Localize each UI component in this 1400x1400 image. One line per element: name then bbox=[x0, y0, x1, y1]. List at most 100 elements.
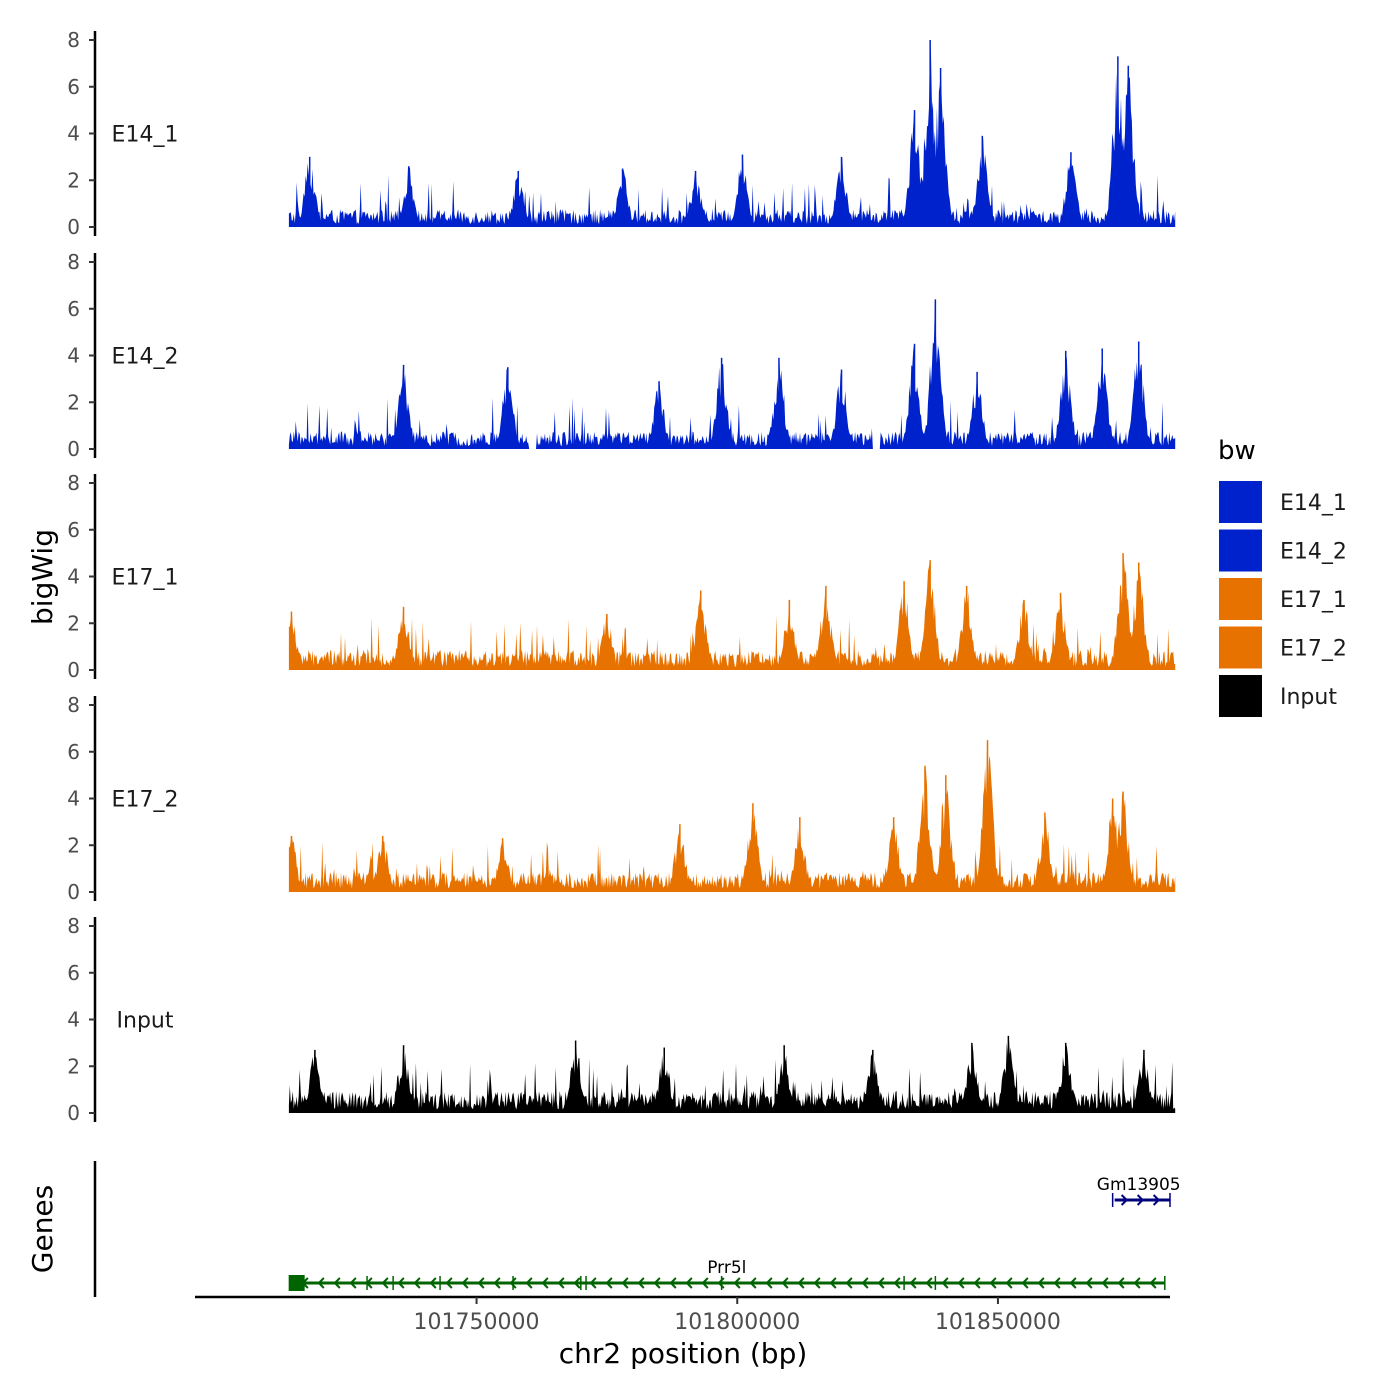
y-tick-label: 0 bbox=[67, 215, 80, 239]
strand-arrow bbox=[429, 1277, 437, 1289]
strand-arrow bbox=[573, 1277, 581, 1289]
y-tick-label: 2 bbox=[67, 390, 80, 414]
strand-arrow bbox=[1149, 1277, 1157, 1289]
gene-label-Gm13905: Gm13905 bbox=[1097, 1175, 1181, 1195]
track-label-E17_1: E17_1 bbox=[112, 566, 179, 591]
strand-arrow bbox=[733, 1277, 741, 1289]
strand-arrow bbox=[861, 1277, 869, 1289]
strand-arrow bbox=[941, 1277, 949, 1289]
strand-arrow bbox=[973, 1277, 981, 1289]
strand-arrow bbox=[701, 1277, 709, 1289]
y-tick-label: 0 bbox=[67, 658, 80, 682]
y-tick-label: 4 bbox=[67, 344, 80, 368]
y-tick-label: 6 bbox=[67, 297, 80, 321]
signal-area-Input bbox=[288, 1035, 1176, 1113]
y-tick-label: 0 bbox=[67, 1101, 80, 1125]
y-axis-title-bigwig: bigWig bbox=[26, 529, 59, 625]
strand-arrow bbox=[765, 1277, 773, 1289]
strand-arrow bbox=[509, 1277, 517, 1289]
strand-arrow bbox=[669, 1277, 677, 1289]
y-tick-label: 2 bbox=[67, 1054, 80, 1078]
y-tick-label: 8 bbox=[67, 28, 80, 52]
strand-arrow bbox=[1005, 1277, 1013, 1289]
strand-arrow bbox=[1120, 1194, 1129, 1206]
strand-arrow bbox=[397, 1277, 405, 1289]
signal-area-E14_2 bbox=[288, 299, 1176, 449]
legend-label-E14_2: E14_2 bbox=[1280, 540, 1347, 565]
y-tick-label: 8 bbox=[67, 693, 80, 717]
gene-Gm13905: Gm13905 bbox=[1097, 1175, 1181, 1207]
y-tick-label: 4 bbox=[67, 565, 80, 589]
legend-label-E17_1: E17_1 bbox=[1280, 588, 1347, 613]
legend-label-E17_2: E17_2 bbox=[1280, 637, 1347, 662]
track-label-Input: Input bbox=[117, 1009, 174, 1034]
y-tick-label: 8 bbox=[67, 471, 80, 495]
strand-arrow bbox=[1069, 1277, 1077, 1289]
strand-arrow bbox=[893, 1277, 901, 1289]
track-E14_1: 0 2 4 6 8 E14_1 bbox=[67, 28, 1176, 239]
gene-label-Prr5l: Prr5l bbox=[707, 1258, 746, 1278]
legend-title: bw bbox=[1218, 436, 1256, 466]
y-tick-label: 4 bbox=[67, 787, 80, 811]
signal-area-E17_1 bbox=[288, 553, 1176, 670]
track-label-E14_2: E14_2 bbox=[112, 345, 179, 370]
y-tick-label: 4 bbox=[67, 122, 80, 146]
x-axis-title: chr2 position (bp) bbox=[559, 1337, 808, 1370]
legend-label-Input: Input bbox=[1280, 685, 1337, 710]
legend-swatch-E17_2 bbox=[1217, 624, 1264, 671]
y-tick-label: 6 bbox=[67, 740, 80, 764]
gene-annotation-panel: Prr5l Gm13905 bbox=[93, 1161, 1181, 1297]
y-tick-label: 6 bbox=[67, 518, 80, 542]
strand-arrow bbox=[957, 1277, 965, 1289]
y-tick-label: 8 bbox=[67, 914, 80, 938]
strand-arrow bbox=[477, 1277, 485, 1289]
strand-arrow bbox=[1133, 1277, 1141, 1289]
strand-arrow bbox=[637, 1277, 645, 1289]
legend-swatch-E14_2 bbox=[1217, 527, 1264, 574]
y-tick-label: 2 bbox=[67, 833, 80, 857]
y-tick-label: 4 bbox=[67, 1008, 80, 1032]
strand-arrow bbox=[685, 1277, 693, 1289]
track-E17_2: 0 2 4 6 8 E17_2 bbox=[67, 693, 1176, 904]
strand-arrow bbox=[781, 1277, 789, 1289]
track-label-E17_2: E17_2 bbox=[112, 788, 179, 813]
signal-area-E17_2 bbox=[288, 740, 1176, 892]
track-E17_1: 0 2 4 6 8 E17_1 bbox=[67, 471, 1176, 682]
strand-arrow bbox=[605, 1277, 613, 1289]
strand-arrow bbox=[381, 1277, 389, 1289]
gene-Prr5l: Prr5l bbox=[288, 1258, 1166, 1291]
strand-arrow bbox=[813, 1277, 821, 1289]
legend-label-E14_1: E14_1 bbox=[1280, 491, 1347, 516]
strand-arrow bbox=[445, 1277, 453, 1289]
signal-tracks: 0 2 4 6 8 E14_1 0 2 4 6 8 E14_2 0 2 4 6 8 E17_1 0 2 4 6 8 E17_2… bbox=[67, 28, 1176, 1125]
strand-arrow bbox=[413, 1277, 421, 1289]
strand-arrow bbox=[1152, 1194, 1161, 1206]
y-tick-label: 2 bbox=[67, 168, 80, 192]
strand-arrow bbox=[557, 1277, 565, 1289]
strand-arrow bbox=[541, 1277, 549, 1289]
strand-arrow bbox=[749, 1277, 757, 1289]
strand-arrow bbox=[493, 1277, 501, 1289]
strand-arrow bbox=[1021, 1277, 1029, 1289]
x-tick-label: 101750000 bbox=[414, 1310, 540, 1335]
strand-arrow bbox=[461, 1277, 469, 1289]
strand-arrow bbox=[797, 1277, 805, 1289]
strand-arrow bbox=[333, 1277, 341, 1289]
y-tick-label: 6 bbox=[67, 961, 80, 985]
strand-arrow bbox=[829, 1277, 837, 1289]
strand-arrow bbox=[1085, 1277, 1093, 1289]
legend-swatch-Input bbox=[1217, 673, 1264, 719]
strand-arrow bbox=[589, 1277, 597, 1289]
strand-arrow bbox=[845, 1277, 853, 1289]
x-tick-label: 101850000 bbox=[935, 1310, 1061, 1335]
strand-arrow bbox=[1101, 1277, 1109, 1289]
track-label-E14_1: E14_1 bbox=[112, 123, 179, 148]
legend: bw E14_1 E14_2 E17_1 E17_2 Input bbox=[1217, 436, 1347, 719]
signal-area-E14_1 bbox=[288, 40, 1176, 227]
strand-arrow bbox=[621, 1277, 629, 1289]
x-axis: 101750000 101800000 101850000 bbox=[195, 1295, 1170, 1335]
track-E14_2: 0 2 4 6 8 E14_2 bbox=[67, 250, 1176, 461]
strand-arrow bbox=[653, 1277, 661, 1289]
strand-arrow bbox=[909, 1277, 917, 1289]
y-tick-label: 6 bbox=[67, 75, 80, 99]
